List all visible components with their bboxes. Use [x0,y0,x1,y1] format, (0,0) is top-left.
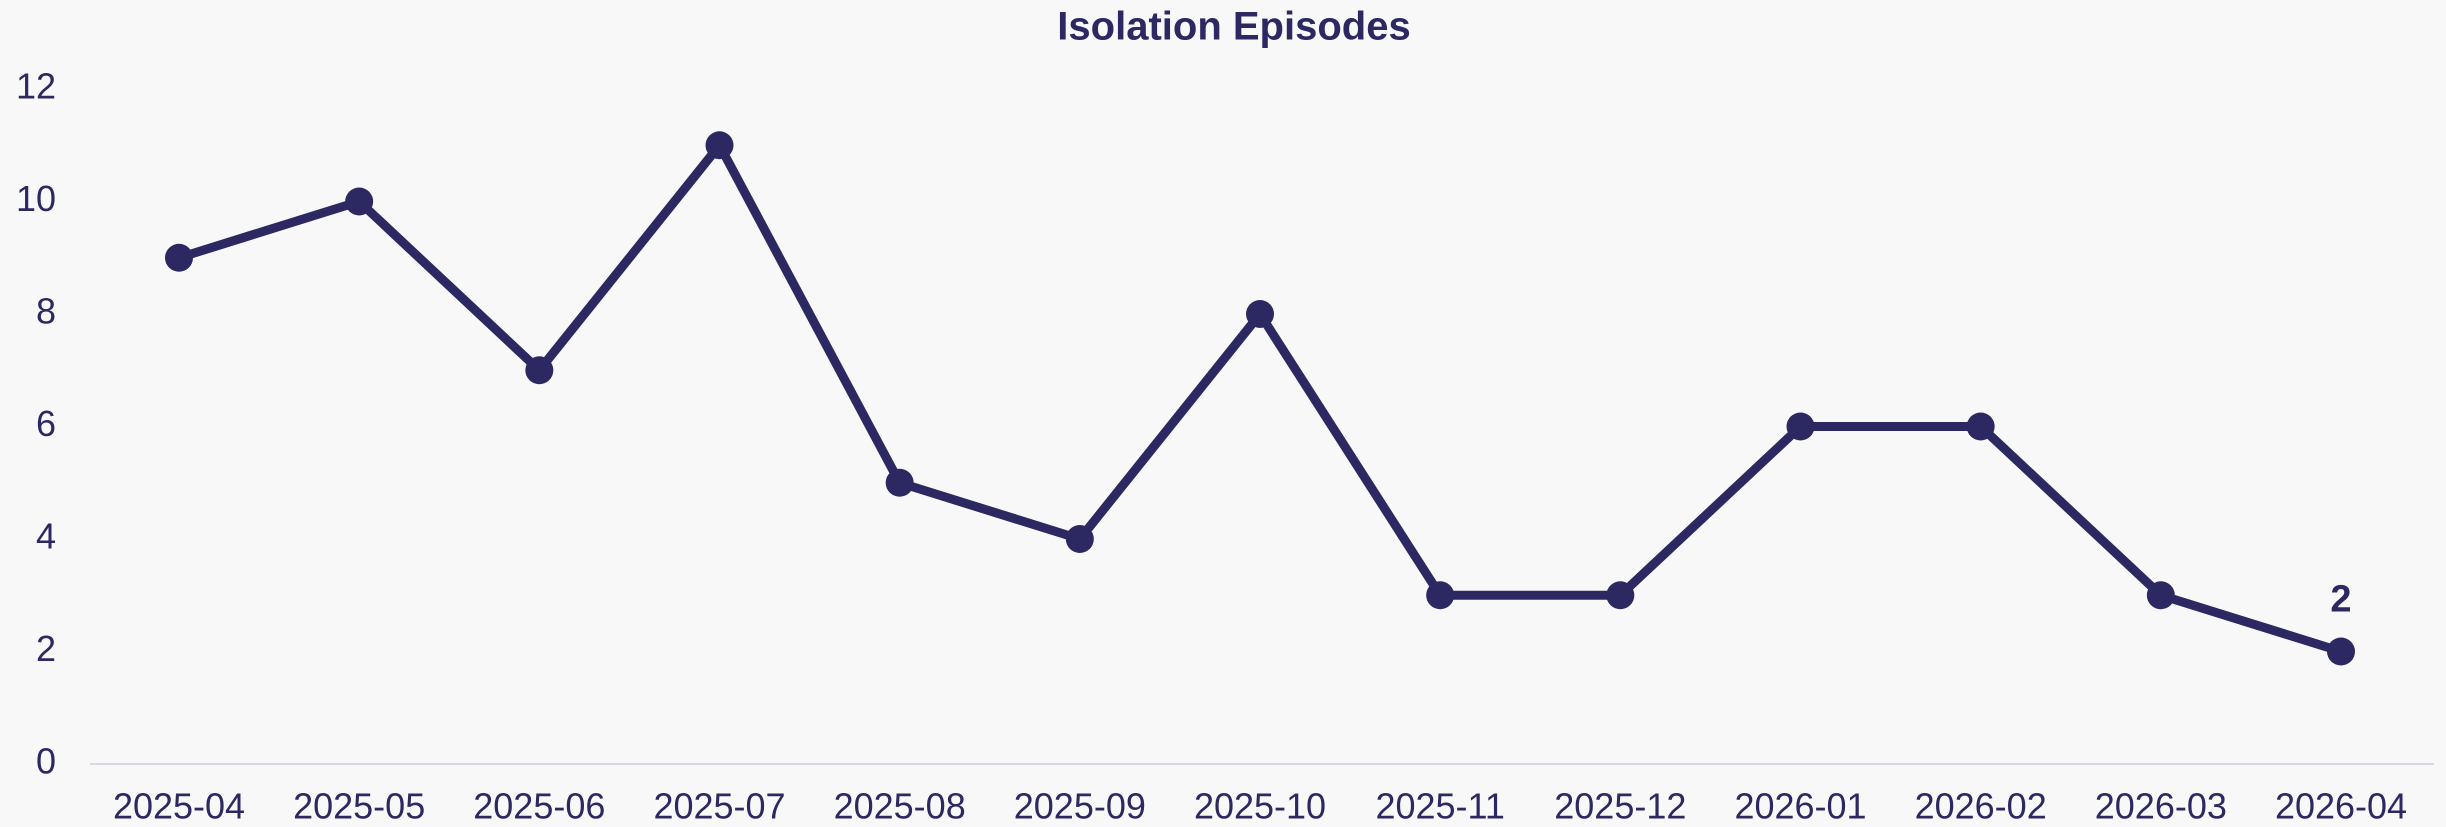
x-tick-label: 2025-06 [473,786,605,827]
point [165,243,193,272]
point [2146,581,2175,610]
x-tick-label: 2026-02 [1915,786,2047,827]
x-tick-label: 2025-05 [293,786,425,827]
point [1246,300,1274,328]
point [1065,525,1094,553]
x-tick-label: 2026-04 [2275,786,2407,827]
point [705,131,734,160]
y-tick-label: 2 [36,628,56,669]
point [1786,412,1815,441]
point [1966,412,1995,441]
y-tick-label: 8 [36,291,56,332]
point [525,356,554,385]
x-tick-label: 2025-12 [1554,786,1686,827]
x-tick-label: 2025-09 [1014,786,1146,827]
y-tick-label: 0 [36,741,56,782]
x-tick-label: 2026-01 [1734,786,1866,827]
point [2327,637,2355,666]
y-tick-label: 10 [16,178,56,219]
y-tick-label: 4 [36,516,56,557]
point [1426,581,1455,610]
x-tick-label: 2025-07 [653,786,785,827]
point [1606,581,1635,610]
x-tick-label: 2025-04 [113,786,245,827]
line [177,140,2343,656]
point [885,468,914,497]
point [345,187,374,216]
x-tick-label: 2025-10 [1194,786,1326,827]
y-tick-label: 12 [16,66,56,107]
y-tick-label: 6 [36,403,56,444]
x-tick-label: 2025-11 [1375,786,1504,827]
chart-title: Isolation Episodes [1057,5,1410,49]
x-tick-label: 2025-08 [834,786,966,827]
x-tick-label: 2026-03 [2095,786,2227,827]
data-label: 2 [2330,579,2351,621]
